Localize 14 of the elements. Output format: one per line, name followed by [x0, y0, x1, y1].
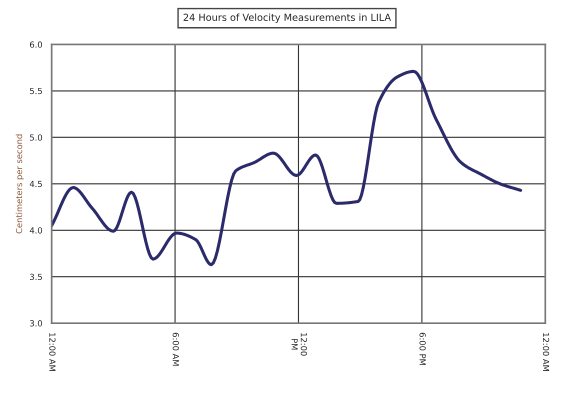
- y-tick-label: 6.0: [30, 41, 42, 48]
- chart-title: 24 Hours of Velocity Measurements in LILA: [184, 13, 391, 23]
- y-tick-label: 3.0: [30, 320, 42, 326]
- y-axis-title: Centimeters per second: [16, 134, 24, 234]
- y-tick-label: 3.5: [30, 274, 42, 280]
- x-tick-label: 6:00 PM: [419, 332, 426, 365]
- y-tick-label: 4.5: [30, 180, 42, 188]
- x-tick-label: 12:00 AM: [542, 333, 550, 371]
- y-tick-label: 5.5: [30, 88, 42, 94]
- x-tick-label: 12:00 PM: [292, 333, 308, 356]
- y-tick-label: 4.0: [30, 227, 42, 234]
- y-tick-label: 5.0: [30, 134, 42, 141]
- x-tick-label: 6:00 AM: [172, 332, 179, 366]
- x-tick-label: 12:00 AM: [49, 333, 56, 371]
